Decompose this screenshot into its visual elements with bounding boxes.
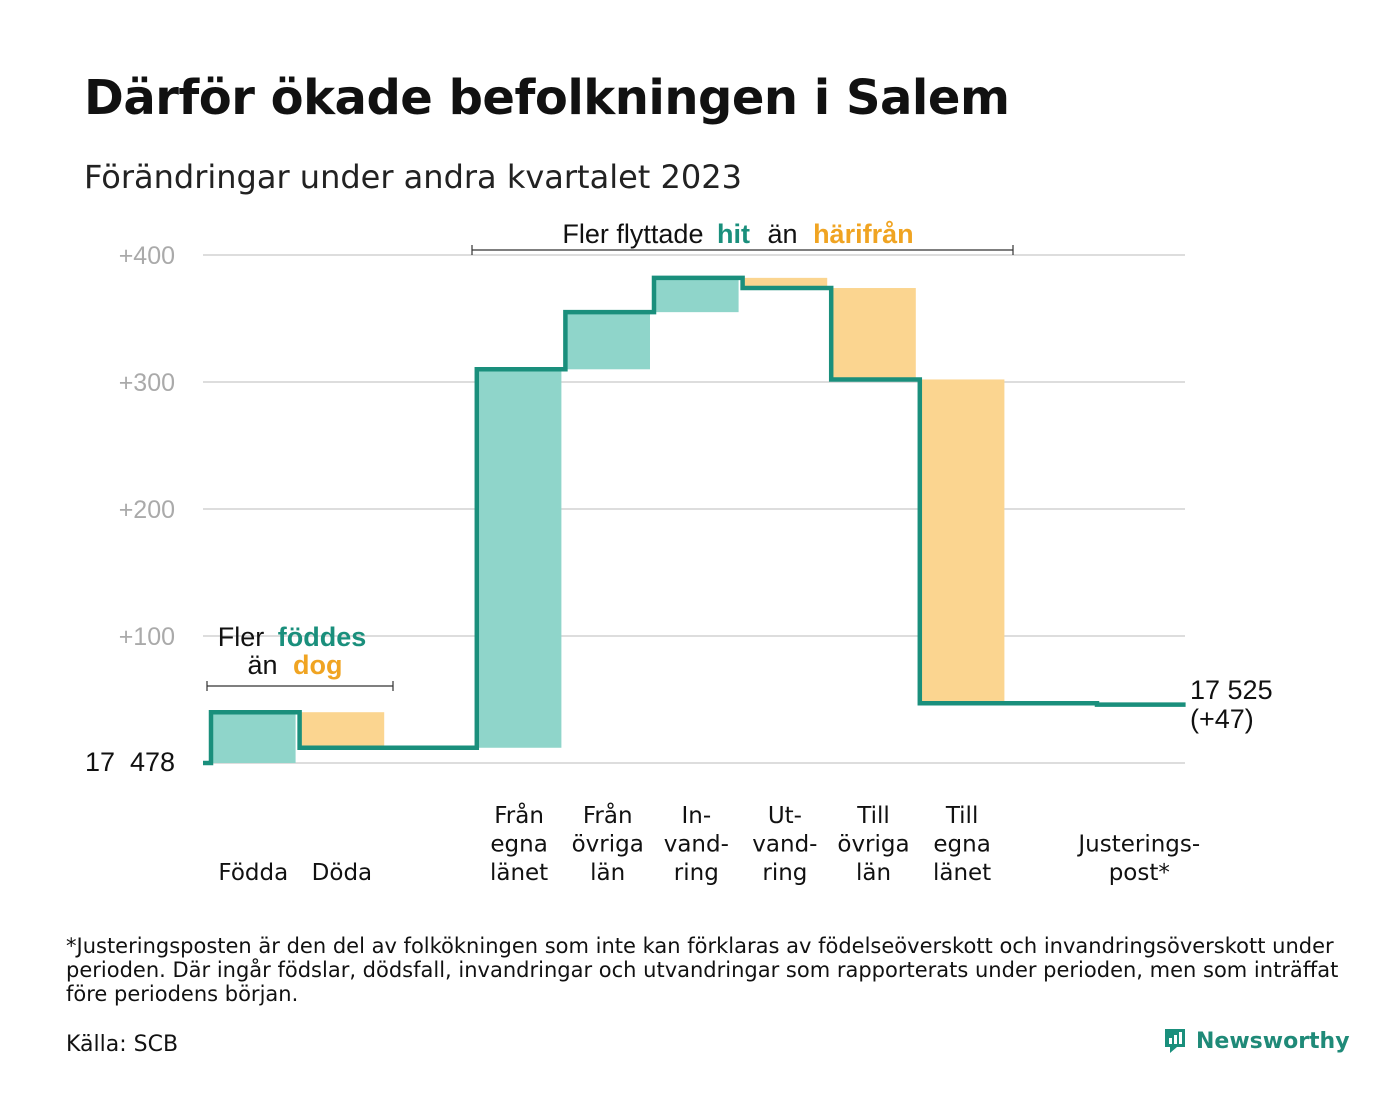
category-label: vand- xyxy=(664,832,729,858)
bar-decrease xyxy=(299,712,385,748)
migration-annotation-orange: härifrån xyxy=(813,219,914,249)
births-annotation-line2-prefix: än xyxy=(247,650,277,680)
births-annotation-prefix: Fler xyxy=(218,622,265,652)
births-annotation-teal: föddes xyxy=(278,622,367,652)
births-annotation: Fler föddes än dog xyxy=(206,622,394,691)
category-label: Justerings- xyxy=(1076,832,1200,858)
category-label: Döda xyxy=(312,860,372,886)
bar-increase xyxy=(654,277,739,313)
bars xyxy=(211,277,1182,763)
source: Källa: SCB xyxy=(66,1032,179,1057)
category-label: ring xyxy=(674,860,719,886)
category-label: Till xyxy=(856,803,890,829)
chart-subtitle: Förändringar under andra kvartalet 2023 xyxy=(84,158,742,196)
bar-decrease xyxy=(742,277,828,289)
svg-text:Fler föddes: Fler föddes xyxy=(218,622,367,652)
bar-decrease xyxy=(919,379,1005,704)
category-label: länet xyxy=(933,860,991,886)
category-label: Ut- xyxy=(768,803,802,829)
category-label: län xyxy=(590,860,625,886)
bar-increase xyxy=(211,712,296,763)
y-tick-label: +100 xyxy=(119,623,175,651)
category-label: Från xyxy=(583,801,633,829)
category-label: länet xyxy=(490,860,548,886)
category-label: egna xyxy=(490,832,547,858)
category-label: In- xyxy=(681,803,711,829)
bar-increase xyxy=(565,312,650,370)
category-label: övriga xyxy=(572,832,644,858)
category-label: övriga xyxy=(837,832,909,858)
y-tick-label: +400 xyxy=(119,242,175,270)
category-label: Födda xyxy=(218,860,288,886)
category-label: post* xyxy=(1109,860,1170,886)
migration-annotation-prefix: Fler flyttade xyxy=(562,219,703,249)
cumulative-step-line xyxy=(203,275,1186,766)
migration-annotation-teal: hit xyxy=(717,219,750,249)
y-tick-label: +300 xyxy=(119,369,175,397)
grid-lines: +100 +200 +300 +400 xyxy=(119,242,1185,764)
bar-decrease xyxy=(831,288,916,380)
births-annotation-orange: dog xyxy=(293,650,342,680)
newsworthy-logo-icon xyxy=(1165,1029,1185,1053)
end-value-label: 17 525 xyxy=(1190,675,1273,705)
svg-text:Fler flyttade hit: Fler flyttade hit än härifrån xyxy=(562,219,913,249)
svg-text:än dog: än dog xyxy=(247,650,342,680)
bar-increase xyxy=(476,369,562,748)
end-change-label: (+47) xyxy=(1190,704,1254,734)
chart-title: Därför ökade befolkningen i Salem xyxy=(84,70,1010,126)
axis-labels: Födda DödaFrånegnalänetFrånövrigalänIn-va… xyxy=(218,801,1200,886)
category-label: Till xyxy=(945,803,979,829)
waterfall-chart: +100+200+300+400 Födda DödaFrånegnalänetF… xyxy=(85,219,1273,886)
category-label: vand- xyxy=(752,832,817,858)
start-value-label: 17 478 xyxy=(85,747,175,777)
category-label: egna xyxy=(933,832,990,858)
category-label: ring xyxy=(762,860,807,886)
category-label: län xyxy=(856,860,891,886)
migration-annotation: Fler flyttade hit än härifrån xyxy=(471,219,1014,255)
brand-name: Newsworthy xyxy=(1196,1028,1350,1054)
footnote: *Justeringsposten är den del av folkökni… xyxy=(66,934,1339,1006)
brand-logo: Newsworthy xyxy=(1162,1026,1350,1056)
category-label: Från xyxy=(494,801,544,829)
y-tick-label: +200 xyxy=(119,496,175,524)
migration-annotation-middle: än xyxy=(768,219,798,249)
